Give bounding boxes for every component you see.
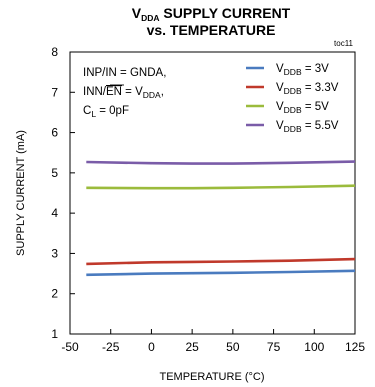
series-line (86, 257, 356, 266)
x-tick-label: 50 (226, 340, 240, 354)
x-tick-label: -50 (61, 340, 79, 354)
condition-line-3: CL = 0pF (83, 105, 129, 119)
legend-label: VDDB = 5V (276, 101, 329, 115)
conditions-box-frame (76, 57, 182, 119)
y-axis-label: SUPPLY CURRENT (mA) (15, 130, 27, 256)
x-tick-label: 125 (345, 340, 365, 354)
conditions-box: INP/IN = GNDA, INN/EN = VDDA, CL = 0pF (76, 57, 182, 119)
x-tick-label: 0 (148, 340, 155, 354)
legend-label: VDDB = 5.5V (276, 120, 339, 134)
legend-label: VDDB = 3.3V (276, 82, 339, 96)
y-tick-label: 8 (51, 45, 58, 59)
plot-frame (69, 51, 356, 335)
y-tick-label: 4 (51, 206, 58, 220)
y-tick-label: 3 (51, 246, 58, 260)
figure-tag: toc11 (334, 39, 354, 48)
x-tick-label: 75 (267, 340, 281, 354)
legend-frame (240, 58, 352, 140)
condition-line-2: INN/EN = VDDA, (83, 86, 164, 100)
y-tick-label: 2 (51, 287, 58, 301)
y-tick-label: 7 (51, 85, 58, 99)
x-axis-label: TEMPERATURE (°C) (159, 371, 264, 383)
series-line (86, 160, 356, 165)
title-line-2: vs. TEMPERATURE (147, 22, 276, 38)
y-tick-label: 1 (51, 327, 58, 341)
series-lines (86, 160, 356, 277)
series-line (86, 184, 356, 190)
legend-label: VDDB = 3V (276, 63, 329, 77)
x-tick-label: 100 (304, 340, 324, 354)
series-line (86, 269, 356, 277)
axis-ticks: 1 2 3 4 5 6 7 8 -50 -25 0 25 50 75 100 125 (51, 45, 365, 354)
x-tick-label: -25 (102, 340, 120, 354)
y-tick-label: 6 (51, 126, 58, 140)
legend: VDDB = 3V VDDB = 3.3V VDDB = 5V VDDB = 5.5V (240, 58, 352, 140)
condition-line-1: INP/IN = GNDA, (83, 67, 166, 79)
x-tick-label: 25 (185, 340, 199, 354)
title-line-1: VDDA SUPPLY CURRENT (132, 5, 291, 23)
y-tick-label: 5 (51, 166, 58, 180)
chart-title: VDDA SUPPLY CURRENT vs. TEMPERATURE (132, 5, 291, 38)
